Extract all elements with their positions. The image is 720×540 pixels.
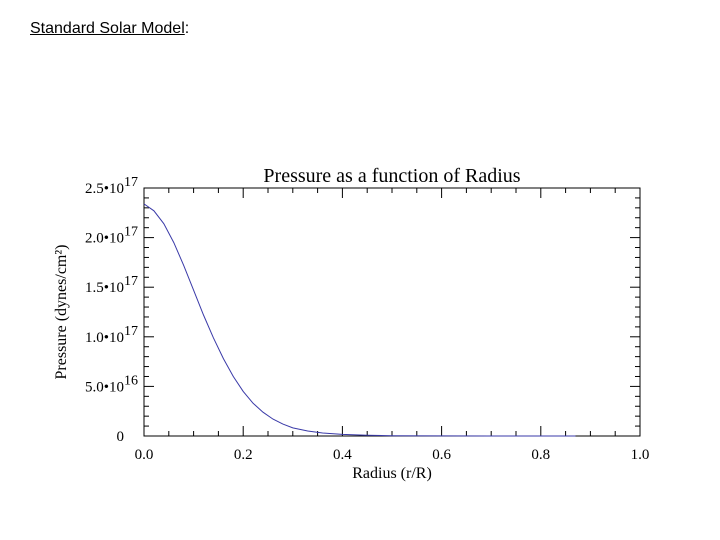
x-tick-label: 1.0 [631,447,650,463]
plot-frame [143,187,641,437]
y-tick-exponent: 17 [124,175,138,190]
y-tick-mantissa: 1.5•10 [85,280,124,296]
y-tick-label: 1.0•10 17 [85,324,138,346]
y-tick-mantissa: 2.5•10 [85,181,124,197]
axis-ticks [143,187,641,437]
y-tick-label: 2.0•10 17 [85,225,138,247]
y-tick-exponent: 17 [124,324,138,339]
x-axis-label: Radius (r/R) [352,465,432,482]
x-tick-labels: 0.0 0.2 0.4 0.6 0.8 1.0 [135,447,650,463]
y-tick-mantissa: 0 [117,429,125,445]
y-tick-label: 1.5•10 17 [85,274,138,296]
y-tick-label: 5.0•10 16 [85,373,138,395]
x-tick-label: 0.0 [135,447,154,463]
y-axis-label: Pressure (dynes/cm²) [53,245,70,380]
x-tick-label: 0.4 [333,447,352,463]
y-tick-mantissa: 2.0•10 [85,231,124,247]
y-tick-label: 0 [117,429,125,445]
y-tick-mantissa: 1.0•10 [85,330,124,346]
pressure-series-line [143,203,576,437]
slide-heading: Standard Solar Model: [30,20,189,38]
chart-title: Pressure as a function of Radius [263,165,520,187]
y-tick-exponent: 17 [124,274,138,289]
y-tick-labels: 05.0•10 161.0•10 171.5•10 172.0•10 172.5•10 1… [85,175,138,445]
x-tick-label: 0.2 [234,447,253,463]
y-tick-mantissa: 5.0•10 [85,379,124,395]
y-tick-exponent: 17 [124,225,138,240]
x-tick-label: 0.8 [531,447,550,463]
x-tick-label: 0.6 [432,447,451,463]
y-tick-label: 2.5•10 17 [85,175,138,197]
slide-heading-suffix: : [184,20,190,37]
slide-heading-text: Standard Solar Model [30,20,185,37]
y-tick-exponent: 16 [124,373,138,388]
